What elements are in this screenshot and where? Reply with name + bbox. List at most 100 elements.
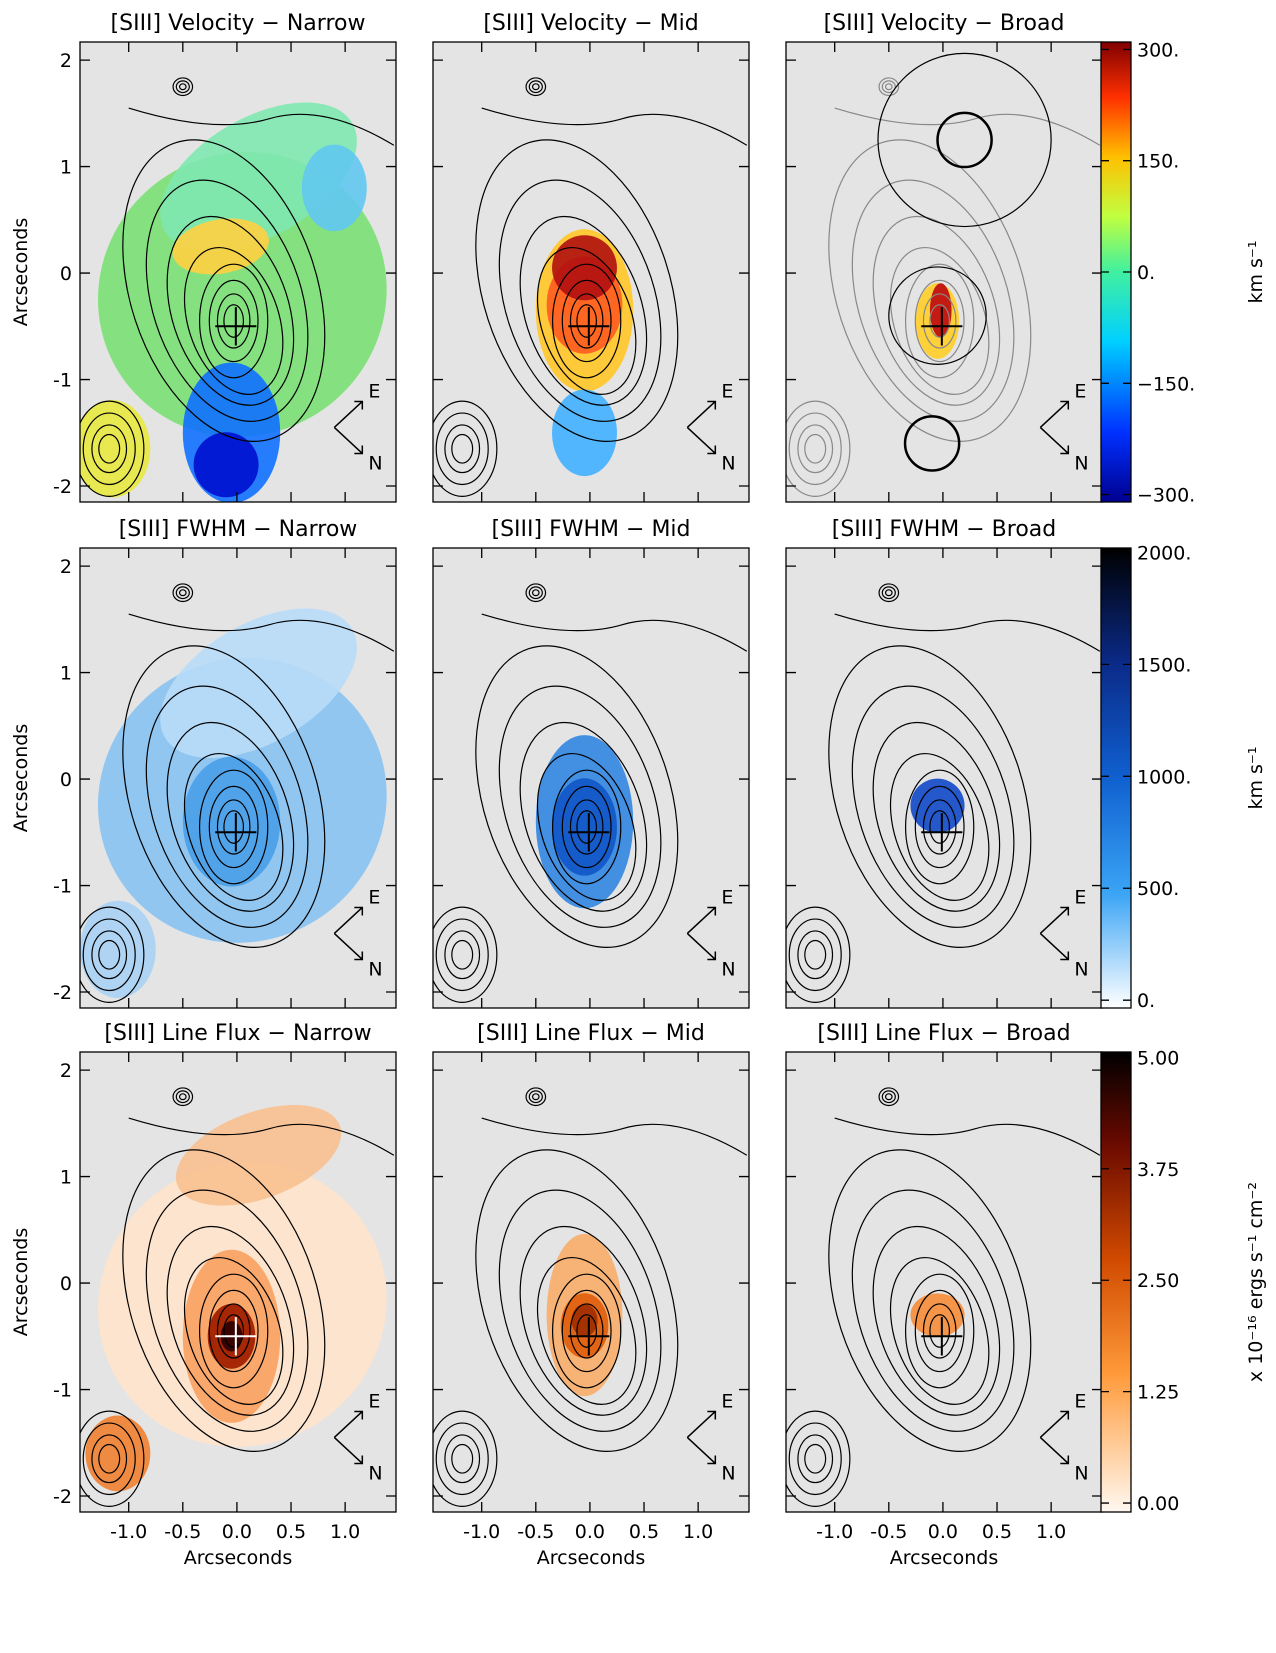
panel-frame [432,547,750,1009]
contour [216,293,251,349]
contour [569,799,604,855]
contour [904,263,975,379]
panel-title: [SIII] Line Flux − Mid [477,1021,705,1046]
compass-arrows [686,400,717,455]
contour [82,1422,136,1496]
x-axis-label: Arcseconds [537,1547,646,1569]
colorbar-tick-label: −300. [1137,485,1195,507]
contour [216,799,251,855]
contour [561,279,612,363]
compass-east: E [721,380,733,402]
panel-frame [79,41,397,503]
emission-region [160,608,357,758]
x-axis-label: Arcseconds [184,1547,293,1569]
colorbar-tick-label: 5.00 [1137,1047,1179,1069]
map-background [786,1052,1102,1512]
contour [435,918,489,992]
colorbar-tick-label: 3.75 [1137,1159,1179,1181]
contour [481,107,748,146]
panel-title: [SIII] Velocity − Broad [824,11,1065,36]
contour [828,645,1032,948]
contour [208,1289,259,1373]
colorbar-tick-label: 1500. [1137,654,1191,676]
contour [884,589,893,597]
contour [536,246,637,395]
y-tick-label: 2 [60,556,72,578]
x-tick-label: 1.0 [1036,1521,1066,1543]
colorbar-tick-label: 1000. [1137,766,1191,788]
contour [786,400,851,497]
y-axis-label: Arcseconds [10,1228,32,1337]
nucleus-cross [215,813,257,852]
contour [786,906,851,1003]
contour [929,810,951,844]
x-tick-label: 0.0 [575,1521,605,1543]
contour [198,263,269,379]
contour [166,1225,295,1416]
contour [788,412,842,486]
nucleus-cross [568,1317,610,1356]
contour [80,1410,145,1507]
emission-region [80,400,151,498]
colorbar-tick-label: 500. [1137,878,1179,900]
y-tick-label: 1 [60,157,72,179]
contour [878,1087,900,1107]
contour [788,1422,842,1496]
contour [914,785,965,869]
contour [929,304,951,338]
contour [834,107,1101,146]
contour [208,785,259,869]
contour [576,1314,598,1348]
compass-north: N [1074,958,1088,980]
compass-north: N [368,452,382,474]
contour [804,1443,827,1474]
colorbar-tick-label: 2.50 [1137,1270,1179,1292]
compass-arrows [1039,400,1070,455]
psf-contour [903,415,961,472]
panel-frame [79,547,397,1009]
contour [561,1289,612,1373]
contour [922,799,957,855]
emission-region [552,778,617,876]
compass-north: N [1074,452,1088,474]
nucleus-cross [921,307,963,346]
contour [80,906,145,1003]
nucleus-cross [921,1317,963,1356]
contour [178,589,187,597]
colorbar-tick-label: 1.25 [1137,1382,1179,1404]
contour [444,424,481,474]
colorbar-tick-label: 0. [1137,990,1155,1012]
contour [872,721,1001,912]
y-tick-label: 1 [60,1167,72,1189]
x-tick-label: 1.0 [683,1521,713,1543]
compass-north: N [368,958,382,980]
contour [80,400,145,497]
contour [889,752,990,901]
contour [198,769,269,885]
contour [531,1093,540,1101]
compass-arrows [333,906,364,961]
contour [82,412,136,486]
map-panel [786,548,1102,1008]
contour [788,918,842,992]
compass-arrows [1039,1410,1070,1465]
contour [444,1434,481,1484]
contour [91,424,128,474]
contour [881,1090,896,1104]
colorbar-tick-label: 300. [1137,39,1179,61]
panel-frame [432,1051,750,1513]
x-tick-label: 0.5 [982,1521,1012,1543]
contour [519,721,648,912]
x-tick-label: -1.0 [816,1521,853,1543]
map-panel [433,42,749,502]
map-panel [80,548,396,1008]
y-tick-label: -2 [53,476,72,498]
contour [922,1303,957,1359]
panel-title: [SIII] FWHM − Broad [832,517,1057,542]
x-tick-label: -0.5 [164,1521,201,1543]
emission-region [85,1415,151,1492]
contour [834,613,1101,652]
contour [175,1090,190,1104]
x-tick-label: 1.0 [330,1521,360,1543]
compass-arrows [333,1410,364,1465]
